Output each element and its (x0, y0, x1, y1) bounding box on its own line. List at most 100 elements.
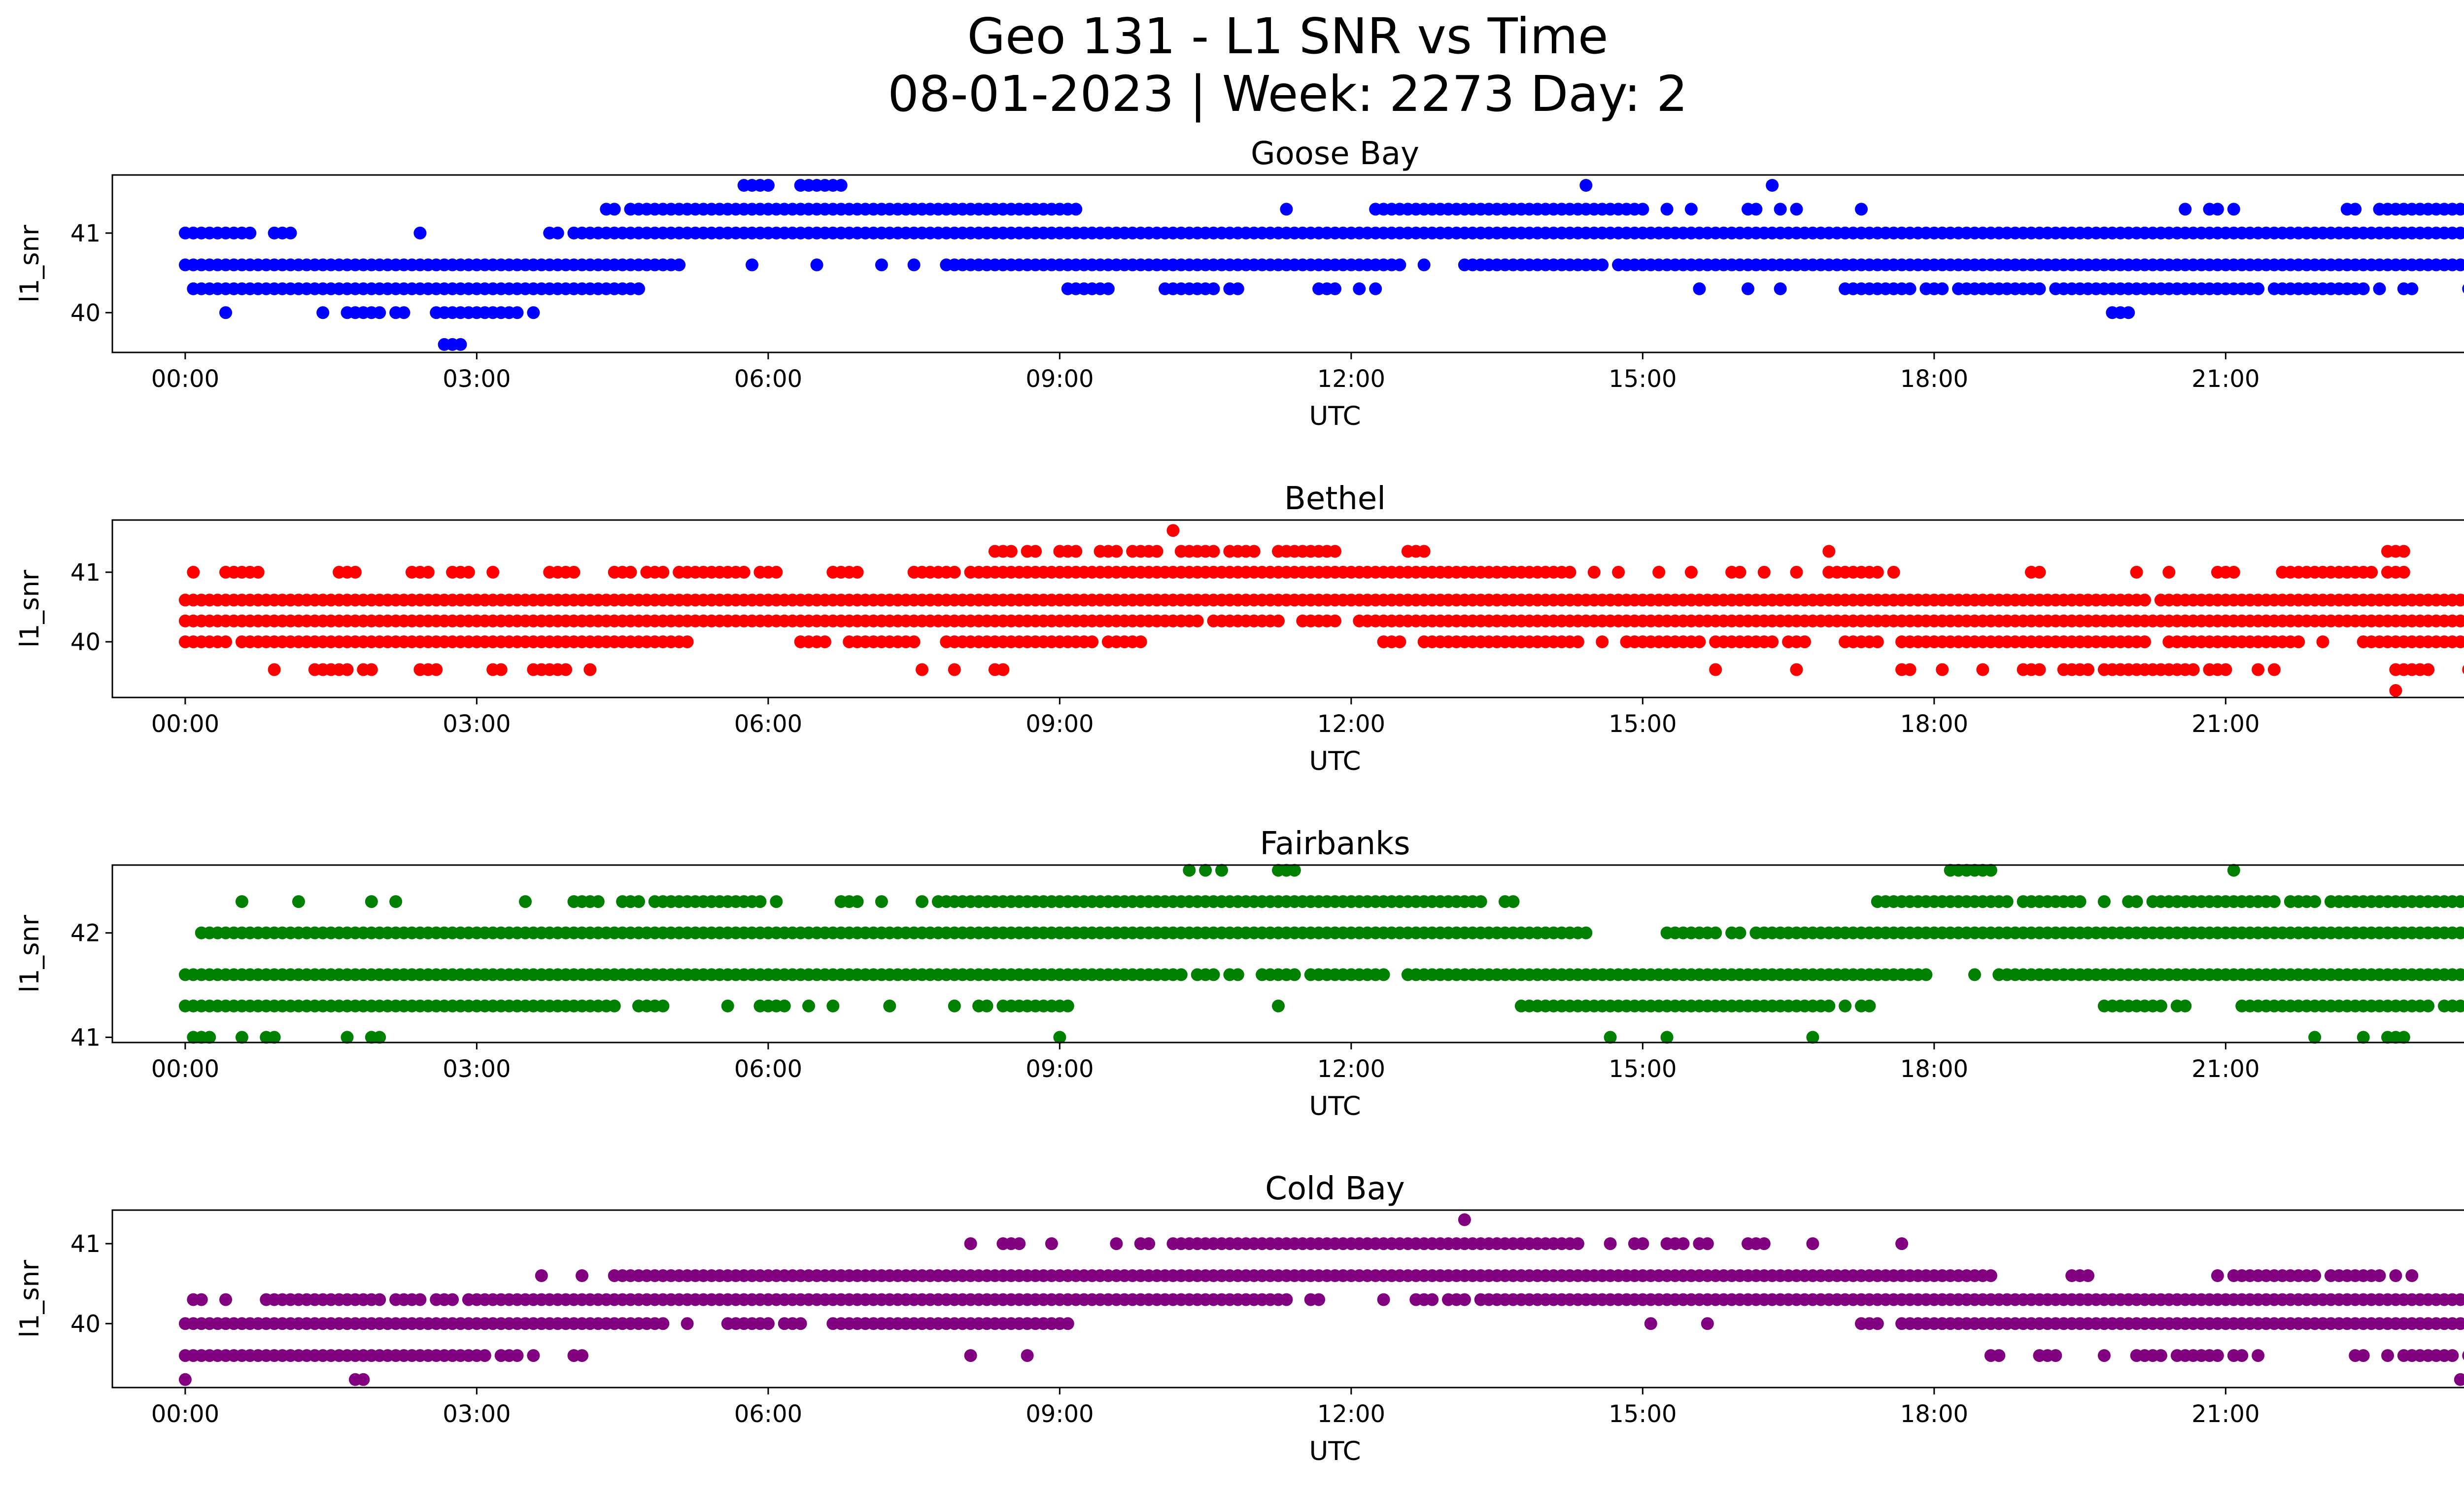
axes-frame (111, 1209, 2464, 1389)
data-point (1061, 999, 1074, 1012)
y-axis-label: l1_snr (15, 225, 45, 303)
data-point (2252, 282, 2265, 295)
data-point (1636, 1237, 1649, 1251)
data-point (446, 1293, 459, 1306)
data-point (1871, 565, 1884, 579)
data-point (1150, 545, 1164, 558)
data-point (681, 1317, 694, 1330)
data-point (1733, 926, 1746, 939)
data-point (2000, 895, 2014, 908)
y-tick-label: 40 (70, 299, 101, 327)
data-point (1101, 282, 1115, 295)
data-points (178, 864, 2464, 1044)
figure-title: Geo 131 - L1 SNR vs Time (967, 7, 1608, 65)
data-point (2122, 306, 2135, 319)
y-tick-label: 41 (70, 220, 101, 247)
y-tick-label: 41 (70, 1230, 101, 1258)
data-point (1312, 1293, 1326, 1306)
data-point (2454, 999, 2464, 1012)
data-point (2397, 1031, 2410, 1044)
data-point (770, 895, 783, 908)
data-point (2462, 970, 2464, 979)
data-point (389, 895, 403, 908)
x-tick-label: 12:00 (1317, 1400, 1385, 1428)
x-tick-label: 12:00 (1317, 1055, 1385, 1083)
data-point (2252, 663, 2265, 676)
data-point (1329, 614, 1341, 627)
data-point (608, 203, 621, 216)
data-point (2073, 895, 2087, 908)
data-point (1207, 545, 1220, 558)
data-point (1417, 258, 1431, 272)
data-point (1790, 203, 1803, 216)
data-point (1984, 864, 1997, 877)
data-point (2389, 684, 2402, 697)
data-point (1733, 565, 1746, 579)
data-point (761, 179, 775, 192)
y-tick-label: 41 (70, 559, 101, 587)
data-point (948, 565, 961, 579)
data-point (2316, 635, 2329, 649)
data-point (1644, 1317, 1657, 1330)
x-tick-label: 03:00 (443, 1400, 511, 1428)
data-point (2462, 928, 2464, 938)
data-point (235, 895, 248, 908)
data-point (268, 663, 281, 676)
data-point (2373, 1269, 2386, 1282)
data-point (195, 1293, 208, 1306)
data-point (656, 565, 670, 579)
data-point (2454, 1317, 2464, 1330)
data-point (2357, 282, 2370, 295)
y-tick-label: 42 (70, 920, 101, 947)
data-point (1968, 968, 1981, 981)
data-point (2454, 1293, 2464, 1306)
data-point (219, 306, 232, 319)
data-point (2162, 565, 2176, 579)
data-point (365, 895, 378, 908)
panel-title: Bethel (1284, 481, 1386, 517)
data-point (2454, 895, 2464, 908)
data-point (1587, 565, 1601, 579)
data-point (203, 1031, 216, 1044)
data-point (2033, 282, 2046, 295)
data-point (1280, 203, 1293, 216)
data-point (341, 1031, 354, 1044)
data-point (948, 999, 961, 1012)
data-point (1604, 1031, 1617, 1044)
data-point (1839, 999, 1852, 1012)
data-point (2138, 635, 2151, 649)
data-point (2252, 1349, 2265, 1362)
data-point (1199, 864, 1212, 877)
data-point (2373, 282, 2386, 295)
data-point (1693, 635, 1706, 649)
data-point (916, 663, 928, 676)
data-point (576, 1269, 588, 1282)
data-point (2308, 1269, 2322, 1282)
data-point (2462, 284, 2464, 293)
panel-cold-bay: Cold Bay 00:00 03:00 06:00 09:00 12:00 15:00 18… (15, 1171, 2464, 1466)
data-point (1272, 614, 1285, 627)
data-point (996, 663, 1010, 676)
data-point (1474, 895, 1487, 908)
x-tick-label: 00:00 (151, 1055, 219, 1083)
data-point (2357, 1349, 2370, 1362)
x-tick-label: 03:00 (443, 1055, 511, 1083)
data-point (2454, 593, 2464, 607)
data-point (810, 258, 823, 272)
data-point (413, 1293, 427, 1306)
data-point (1353, 282, 1366, 295)
data-point (761, 1317, 775, 1330)
data-point (770, 565, 783, 579)
data-point (2462, 897, 2464, 906)
data-point (2389, 1269, 2402, 1282)
data-point (1871, 635, 1884, 649)
data-point (2454, 968, 2464, 981)
data-point (1110, 1237, 1123, 1251)
data-point (251, 565, 265, 579)
data-points (178, 1213, 2464, 1386)
data-point (2227, 203, 2240, 216)
data-point (2454, 614, 2464, 627)
data-point (1822, 999, 1836, 1012)
data-point (219, 1293, 232, 1306)
data-point (1660, 1031, 1674, 1044)
